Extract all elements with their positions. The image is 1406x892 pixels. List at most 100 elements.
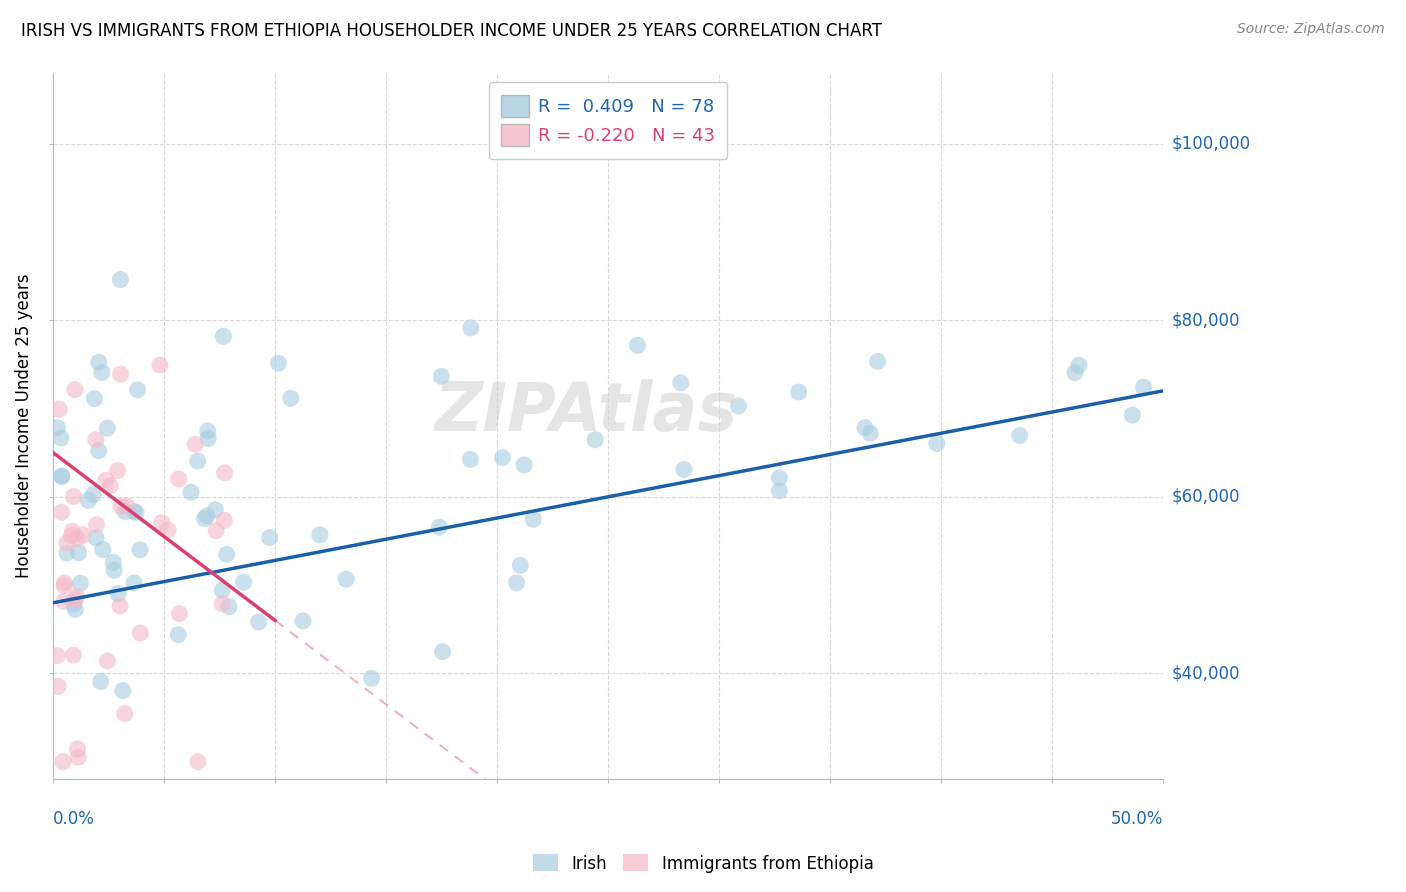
Point bbox=[48, 402, 70, 417]
Point bbox=[86, 517, 108, 532]
Point bbox=[56, 546, 79, 560]
Point bbox=[49, 431, 72, 445]
Point bbox=[427, 520, 450, 534]
Point bbox=[180, 485, 202, 500]
Point bbox=[100, 478, 122, 492]
Point bbox=[859, 426, 882, 441]
Text: 50.0%: 50.0% bbox=[1111, 810, 1163, 828]
Point bbox=[214, 513, 236, 527]
Point bbox=[460, 452, 482, 467]
Point bbox=[67, 546, 90, 560]
Point bbox=[430, 369, 453, 384]
Point bbox=[122, 576, 145, 591]
Point bbox=[114, 504, 136, 518]
Point bbox=[90, 674, 112, 689]
Text: ZIPAtlas: ZIPAtlas bbox=[434, 379, 737, 445]
Point bbox=[127, 383, 149, 397]
Point bbox=[215, 547, 238, 561]
Point bbox=[247, 615, 270, 629]
Point bbox=[513, 458, 536, 472]
Point bbox=[56, 536, 79, 550]
Point bbox=[96, 654, 118, 668]
Point bbox=[66, 532, 89, 546]
Text: $40,000: $40,000 bbox=[1171, 665, 1240, 682]
Point bbox=[103, 563, 125, 577]
Point bbox=[60, 524, 83, 539]
Point bbox=[768, 483, 790, 498]
Point bbox=[853, 420, 876, 434]
Point bbox=[727, 399, 749, 413]
Point bbox=[114, 706, 136, 721]
Point bbox=[360, 671, 382, 685]
Point bbox=[205, 524, 228, 538]
Point bbox=[218, 599, 240, 614]
Point bbox=[1132, 380, 1154, 394]
Point bbox=[87, 443, 110, 458]
Point bbox=[69, 576, 91, 591]
Text: Source: ZipAtlas.com: Source: ZipAtlas.com bbox=[1237, 22, 1385, 37]
Point bbox=[108, 599, 131, 613]
Point bbox=[66, 742, 89, 756]
Point bbox=[1008, 428, 1031, 442]
Point bbox=[768, 471, 790, 485]
Point bbox=[46, 420, 69, 434]
Point bbox=[53, 575, 76, 590]
Point bbox=[432, 645, 454, 659]
Point bbox=[626, 338, 648, 352]
Point bbox=[669, 376, 692, 390]
Text: $100,000: $100,000 bbox=[1171, 135, 1250, 153]
Point bbox=[77, 493, 100, 508]
Point bbox=[51, 469, 73, 483]
Point bbox=[509, 558, 531, 573]
Point bbox=[232, 575, 254, 590]
Point bbox=[150, 516, 173, 530]
Point bbox=[51, 505, 73, 519]
Point bbox=[107, 586, 129, 600]
Point bbox=[107, 463, 129, 477]
Point bbox=[51, 469, 73, 483]
Point bbox=[63, 597, 86, 611]
Text: 0.0%: 0.0% bbox=[53, 810, 96, 828]
Point bbox=[195, 508, 218, 523]
Point bbox=[187, 755, 209, 769]
Point bbox=[125, 506, 148, 520]
Point bbox=[505, 575, 527, 590]
Point bbox=[82, 487, 104, 501]
Point bbox=[96, 421, 118, 435]
Point bbox=[122, 504, 145, 518]
Legend: R =  0.409   N = 78, R = -0.220   N = 43: R = 0.409 N = 78, R = -0.220 N = 43 bbox=[489, 82, 727, 159]
Point bbox=[204, 502, 226, 516]
Point bbox=[83, 392, 105, 406]
Point bbox=[214, 466, 236, 480]
Point bbox=[460, 321, 482, 335]
Point bbox=[309, 528, 332, 542]
Point bbox=[194, 512, 217, 526]
Point bbox=[67, 750, 90, 764]
Point bbox=[267, 356, 290, 370]
Point bbox=[53, 579, 76, 593]
Point bbox=[87, 355, 110, 369]
Point bbox=[583, 433, 606, 447]
Point bbox=[129, 542, 152, 557]
Point bbox=[866, 354, 889, 368]
Point bbox=[52, 755, 75, 769]
Point bbox=[115, 499, 138, 513]
Point bbox=[211, 597, 233, 611]
Text: $80,000: $80,000 bbox=[1171, 311, 1240, 329]
Point bbox=[91, 542, 114, 557]
Point bbox=[1067, 358, 1090, 372]
Text: $60,000: $60,000 bbox=[1171, 488, 1240, 506]
Point bbox=[211, 583, 233, 598]
Point bbox=[91, 366, 114, 380]
Point bbox=[787, 385, 810, 400]
Point bbox=[1064, 366, 1087, 380]
Point bbox=[46, 679, 69, 693]
Point bbox=[110, 272, 132, 286]
Point bbox=[62, 490, 84, 504]
Point bbox=[65, 602, 87, 616]
Point bbox=[1121, 408, 1143, 422]
Point bbox=[335, 572, 357, 586]
Point bbox=[111, 683, 134, 698]
Point bbox=[184, 437, 207, 451]
Point bbox=[212, 329, 235, 343]
